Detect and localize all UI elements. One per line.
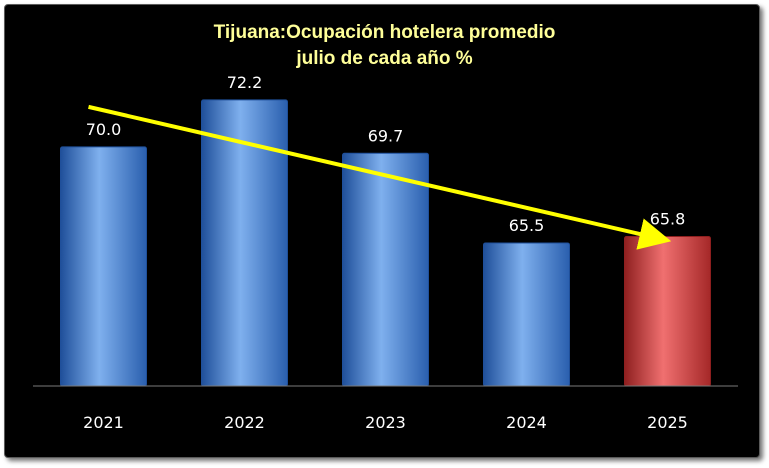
bar-2025 bbox=[624, 236, 711, 387]
bar-2023 bbox=[342, 152, 429, 387]
chart-title: Tijuana:Ocupación hotelera promedio bbox=[213, 22, 556, 43]
chart-subtitle: julio de cada año % bbox=[296, 48, 473, 69]
data-label-2024: 65.5 bbox=[509, 216, 545, 235]
data-label-2022: 72.2 bbox=[227, 73, 263, 92]
x-tick-2024: 2024 bbox=[506, 413, 547, 432]
x-tick-2022: 2022 bbox=[224, 413, 265, 432]
data-label-2025: 65.8 bbox=[650, 210, 686, 229]
x-tick-2021: 2021 bbox=[83, 413, 124, 432]
data-label-2021: 70.0 bbox=[86, 120, 122, 139]
x-tick-2023: 2023 bbox=[365, 413, 406, 432]
bar-2024 bbox=[483, 242, 570, 387]
bar-2021 bbox=[60, 146, 147, 387]
data-label-2023: 69.7 bbox=[368, 126, 404, 145]
trend-arrow bbox=[88, 104, 672, 250]
x-tick-2025: 2025 bbox=[647, 413, 688, 432]
